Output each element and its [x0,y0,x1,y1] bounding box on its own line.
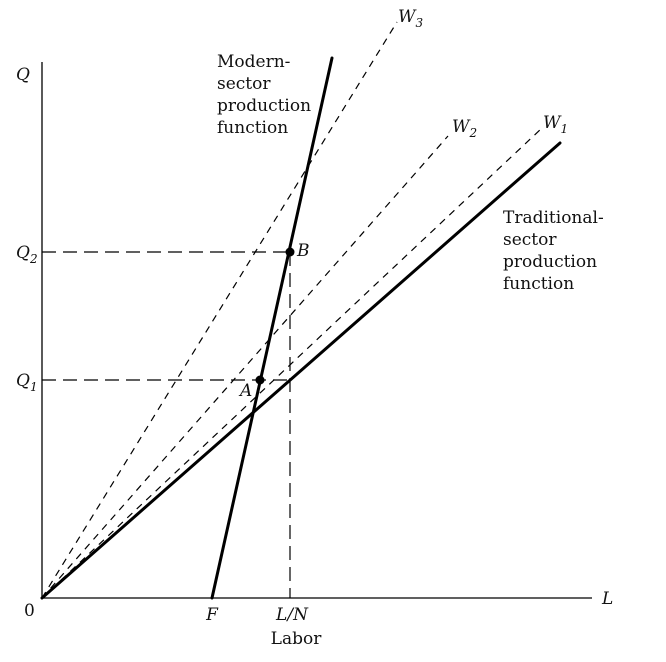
origin-label: 0 [24,601,35,621]
ray-w3 [41,21,398,599]
curve-traditional-sector-production-function [40,141,562,600]
curve-modern-sector-production-function [210,56,334,600]
modern-sector-label: Modern- sector production function [217,52,316,138]
traditional-sector-label: Traditional- sector production function [503,208,609,294]
x-axis-symbol: L [601,589,613,609]
y-tick-label-q2: Q2 [16,243,38,266]
point-a [255,375,265,385]
wage-rays [41,21,543,599]
point-label-a: A [238,381,252,401]
guide-lines [42,251,291,598]
x-axis-title: Labor [271,629,323,649]
equilibrium-points [255,247,295,385]
x-tick-label-f: F [205,605,219,625]
production-functions [40,56,562,600]
point-b [285,247,295,257]
w3-label: W3 [398,7,423,30]
y-axis-symbol: Q [16,65,30,85]
y-tick-label-q1: Q1 [16,371,38,394]
point-label-b: B [296,241,310,261]
w1-label: W1 [543,113,568,136]
ray-w1 [41,127,543,599]
x-tick-label-ln: L/N [275,605,309,625]
ray-w2 [41,135,449,599]
w2-label: W2 [452,117,477,140]
